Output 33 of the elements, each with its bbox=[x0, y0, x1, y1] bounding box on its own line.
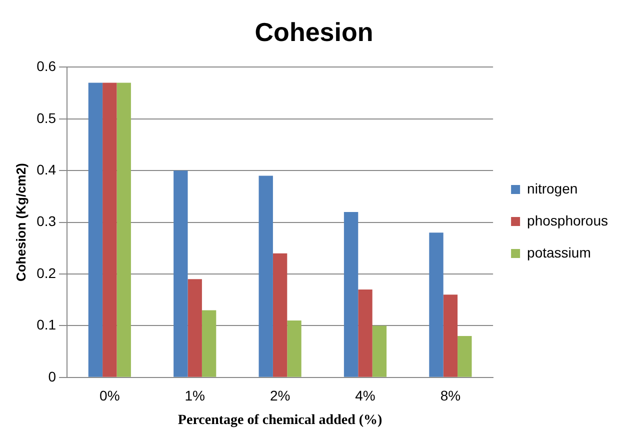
x-tick-label: 8% bbox=[440, 388, 461, 404]
legend-label: nitrogen bbox=[527, 180, 578, 196]
bar bbox=[174, 170, 188, 377]
bar bbox=[358, 290, 372, 377]
bar bbox=[258, 176, 273, 377]
x-tick-label: 1% bbox=[184, 388, 205, 404]
y-tick-label: 0.5 bbox=[36, 110, 56, 126]
bar bbox=[344, 212, 358, 377]
y-tick-label: 0.4 bbox=[36, 161, 56, 178]
bar bbox=[372, 326, 387, 377]
bar bbox=[116, 82, 131, 377]
y-tick-label: 0.6 bbox=[36, 58, 56, 74]
legend-label: potassium bbox=[527, 244, 591, 260]
bar bbox=[272, 253, 288, 377]
y-tick-label: 0.1 bbox=[36, 316, 56, 333]
bar bbox=[102, 82, 117, 377]
bar bbox=[443, 294, 458, 377]
bar bbox=[287, 320, 302, 377]
x-tick-label: 0% bbox=[100, 388, 120, 404]
x-axis-title: Percentage of chemical added (%) bbox=[178, 413, 383, 428]
bar bbox=[458, 336, 472, 377]
x-tick-label: 2% bbox=[270, 388, 290, 404]
bar bbox=[429, 232, 444, 377]
bar bbox=[202, 310, 216, 377]
y-axis-title: Cohesion (Kg/cm2) bbox=[13, 163, 28, 282]
chart-title: Cohesion bbox=[254, 16, 374, 47]
bar bbox=[188, 279, 202, 377]
y-tick-label: 0 bbox=[48, 368, 56, 384]
y-tick-label: 0.2 bbox=[36, 264, 56, 281]
x-tick-label: 4% bbox=[355, 388, 376, 404]
legend-label: phosphorous bbox=[527, 212, 608, 228]
y-tick-label: 0.3 bbox=[36, 213, 56, 230]
bar bbox=[88, 82, 103, 377]
